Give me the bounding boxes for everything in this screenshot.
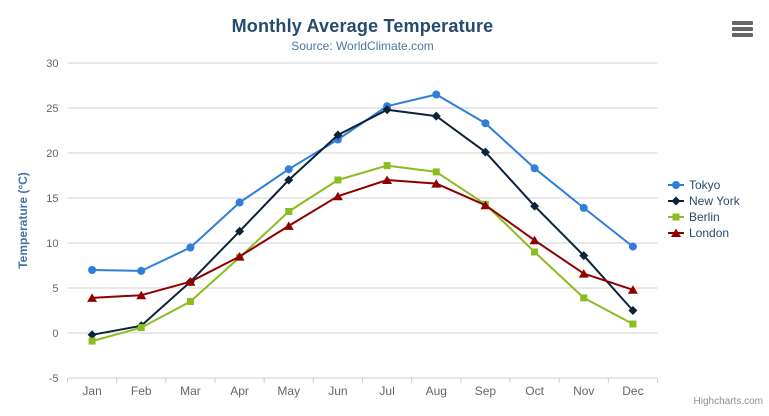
marker-berlin[interactable] [531,248,539,256]
marker-berlin[interactable] [383,162,391,170]
y-axis-label: 5 [52,283,58,295]
marker-new-york[interactable] [431,111,441,121]
marker-london[interactable] [529,235,540,245]
marker-tokyo[interactable] [579,203,588,212]
legend-item-new-york[interactable]: New York [668,193,740,209]
marker-london[interactable] [480,200,491,210]
marker-london[interactable] [382,175,393,185]
marker-tokyo[interactable] [481,119,490,128]
legend-item-london[interactable]: London [668,225,740,241]
x-axis-label: Jul [379,384,394,398]
marker-tokyo[interactable] [186,243,195,252]
marker-new-york[interactable] [530,201,540,211]
x-axis-label: Jan [82,384,101,398]
series-line-london [92,179,634,299]
marker-new-york[interactable] [333,130,343,140]
hamburger-icon [732,33,753,37]
square-marker-icon [668,213,684,221]
marker-london[interactable] [283,221,294,230]
marker-berlin[interactable] [432,168,440,176]
marker-berlin[interactable] [629,320,637,328]
marker-new-york[interactable] [284,175,294,185]
marker-tokyo[interactable] [88,266,97,274]
marker-london[interactable] [578,269,589,278]
x-axis-label: Feb [131,384,152,398]
hamburger-icon [732,27,753,31]
x-axis-label: Sep [475,384,497,398]
x-axis-label: Apr [230,384,249,398]
x-axis-label: Mar [180,384,201,398]
legend-item-berlin[interactable]: Berlin [668,209,740,225]
y-axis-label: 30 [46,58,58,70]
chart-title: Monthly Average Temperature [231,16,494,36]
marker-berlin[interactable] [137,324,145,332]
marker-tokyo[interactable] [137,266,146,275]
x-axis-label: May [277,384,300,398]
circle-icon [672,181,680,189]
marker-berlin[interactable] [186,298,194,305]
series-line-new-york [91,108,634,336]
credits-link[interactable]: Highcharts.com [693,396,763,407]
diamond-icon [671,196,681,206]
marker-london[interactable] [234,252,245,261]
marker-new-york[interactable] [480,147,490,157]
y-axis-label: 0 [52,328,58,340]
legend-label: New York [689,194,740,208]
legend-item-tokyo[interactable]: Tokyo [668,177,740,193]
triangle-icon [671,228,681,237]
series-line-tokyo [92,93,634,272]
marker-new-york[interactable] [235,226,245,236]
export-menu-button[interactable] [729,18,757,40]
marker-london[interactable] [87,293,98,302]
marker-new-york[interactable] [579,251,589,261]
marker-tokyo[interactable] [628,242,637,251]
x-axis-label: Dec [622,384,643,398]
square-icon [672,213,680,221]
y-axis-label: 25 [46,103,58,115]
marker-new-york[interactable] [628,306,638,315]
marker-berlin[interactable] [88,337,96,345]
legend-label: Berlin [689,210,720,224]
y-axis-title: Temperature (°C) [16,172,30,269]
y-axis-label: 15 [46,193,58,205]
y-axis-label: -5 [49,373,59,385]
x-axis-label: Nov [573,384,594,398]
marker-tokyo[interactable] [284,165,293,174]
marker-new-york[interactable] [87,330,97,340]
marker-berlin[interactable] [334,176,342,184]
marker-new-york[interactable] [382,105,392,115]
series-line-berlin [91,164,634,343]
hamburger-icon [732,21,753,25]
marker-berlin[interactable] [285,208,293,215]
diamond-marker-icon [668,196,684,206]
marker-london[interactable] [136,290,147,300]
marker-london[interactable] [431,179,442,188]
circle-marker-icon [668,181,684,189]
y-axis-label: 20 [46,148,58,160]
x-axis-label: Oct [525,384,544,398]
marker-tokyo[interactable] [530,164,539,173]
y-axis-label: 10 [46,238,58,250]
x-axis-label: Aug [426,384,447,398]
marker-berlin[interactable] [580,294,588,302]
marker-tokyo[interactable] [432,90,441,99]
marker-london[interactable] [332,191,343,201]
triangle-marker-icon [668,228,684,237]
marker-tokyo[interactable] [235,198,244,207]
chart-subtitle: Source: WorldClimate.com [291,39,434,53]
x-axis-label: Jun [328,384,347,398]
marker-london[interactable] [627,285,638,294]
legend-label: London [689,226,730,240]
marker-london[interactable] [185,277,196,286]
legend: Tokyo New York Berlin London [668,177,740,241]
legend-label: Tokyo [689,178,721,192]
